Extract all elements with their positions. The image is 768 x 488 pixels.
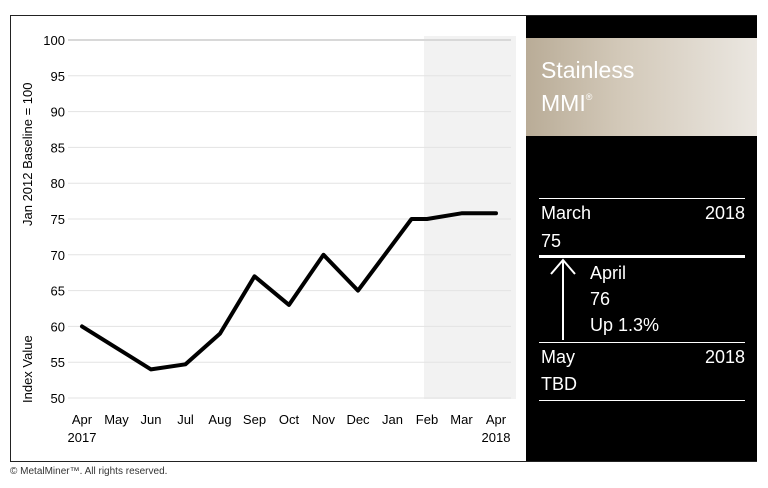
badge-mmi: MMI <box>541 90 586 116</box>
april-label: April <box>590 263 627 283</box>
x-tick-label: Jul <box>177 412 194 427</box>
line-chart: 50 55 60 65 70 75 80 85 90 95 100 Apr May Jun Jul Aug S… <box>20 33 516 445</box>
divider-april <box>539 342 745 343</box>
march-label: March <box>541 203 592 223</box>
divider-bottom <box>539 400 745 401</box>
may-year: 2018 <box>704 347 745 367</box>
april-change: Up 1.3% <box>590 315 660 335</box>
badge-title: Stainless <box>541 57 635 83</box>
divider-top <box>539 198 745 199</box>
may-label: May <box>541 347 576 367</box>
x-tick-label: Mar <box>450 412 473 427</box>
x-year-label: 2017 <box>68 430 97 445</box>
x-tick-label: Aug <box>208 412 231 427</box>
y-tick-label: 55 <box>51 355 65 370</box>
x-tick-label: May <box>104 412 129 427</box>
x-tick-label: Feb <box>416 412 438 427</box>
x-tick-label: Jun <box>141 412 162 427</box>
y-tick-label: 95 <box>51 69 65 84</box>
y-tick-label: 50 <box>51 391 65 406</box>
x-year-label: 2018 <box>482 430 511 445</box>
up-arrow-icon <box>550 258 576 340</box>
april-value: 76 <box>590 289 611 309</box>
y-axis-label-bottom: Index Value <box>20 335 35 403</box>
y-tick-label: 85 <box>51 140 65 155</box>
may-value: TBD <box>541 374 577 394</box>
y-tick-label: 80 <box>51 176 65 191</box>
divider-march <box>539 255 745 258</box>
y-tick-label: 100 <box>43 33 65 48</box>
y-tick-label: 70 <box>51 248 65 263</box>
y-tick-label: 90 <box>51 105 65 120</box>
march-value: 75 <box>541 231 562 251</box>
y-tick-label: 65 <box>51 284 65 299</box>
sidebar: Stainless MMI® March 2018 75 April 76 Up… <box>526 16 757 461</box>
index-badge: Stainless MMI® <box>526 38 757 136</box>
registered-mark: ® <box>585 92 593 102</box>
chart-frame: 50 55 60 65 70 75 80 85 90 95 100 Apr May Jun Jul Aug S… <box>10 15 757 462</box>
x-tick-label: Jan <box>382 412 403 427</box>
x-tick-label: Sep <box>243 412 266 427</box>
x-tick-label: Dec <box>346 412 370 427</box>
x-tick-label: Apr <box>486 412 507 427</box>
copyright-footer: © MetalMiner™. All rights reserved. <box>10 466 168 477</box>
y-tick-label: 75 <box>51 212 65 227</box>
y-axis-label-top: Jan 2012 Baseline = 100 <box>20 83 35 226</box>
x-tick-label: Oct <box>279 412 300 427</box>
x-tick-label: Apr <box>72 412 93 427</box>
x-tick-label: Nov <box>312 412 336 427</box>
march-year: 2018 <box>704 203 745 223</box>
y-tick-label: 60 <box>51 319 65 334</box>
series-line <box>80 211 498 372</box>
badge-subtitle: MMI® <box>541 90 592 117</box>
